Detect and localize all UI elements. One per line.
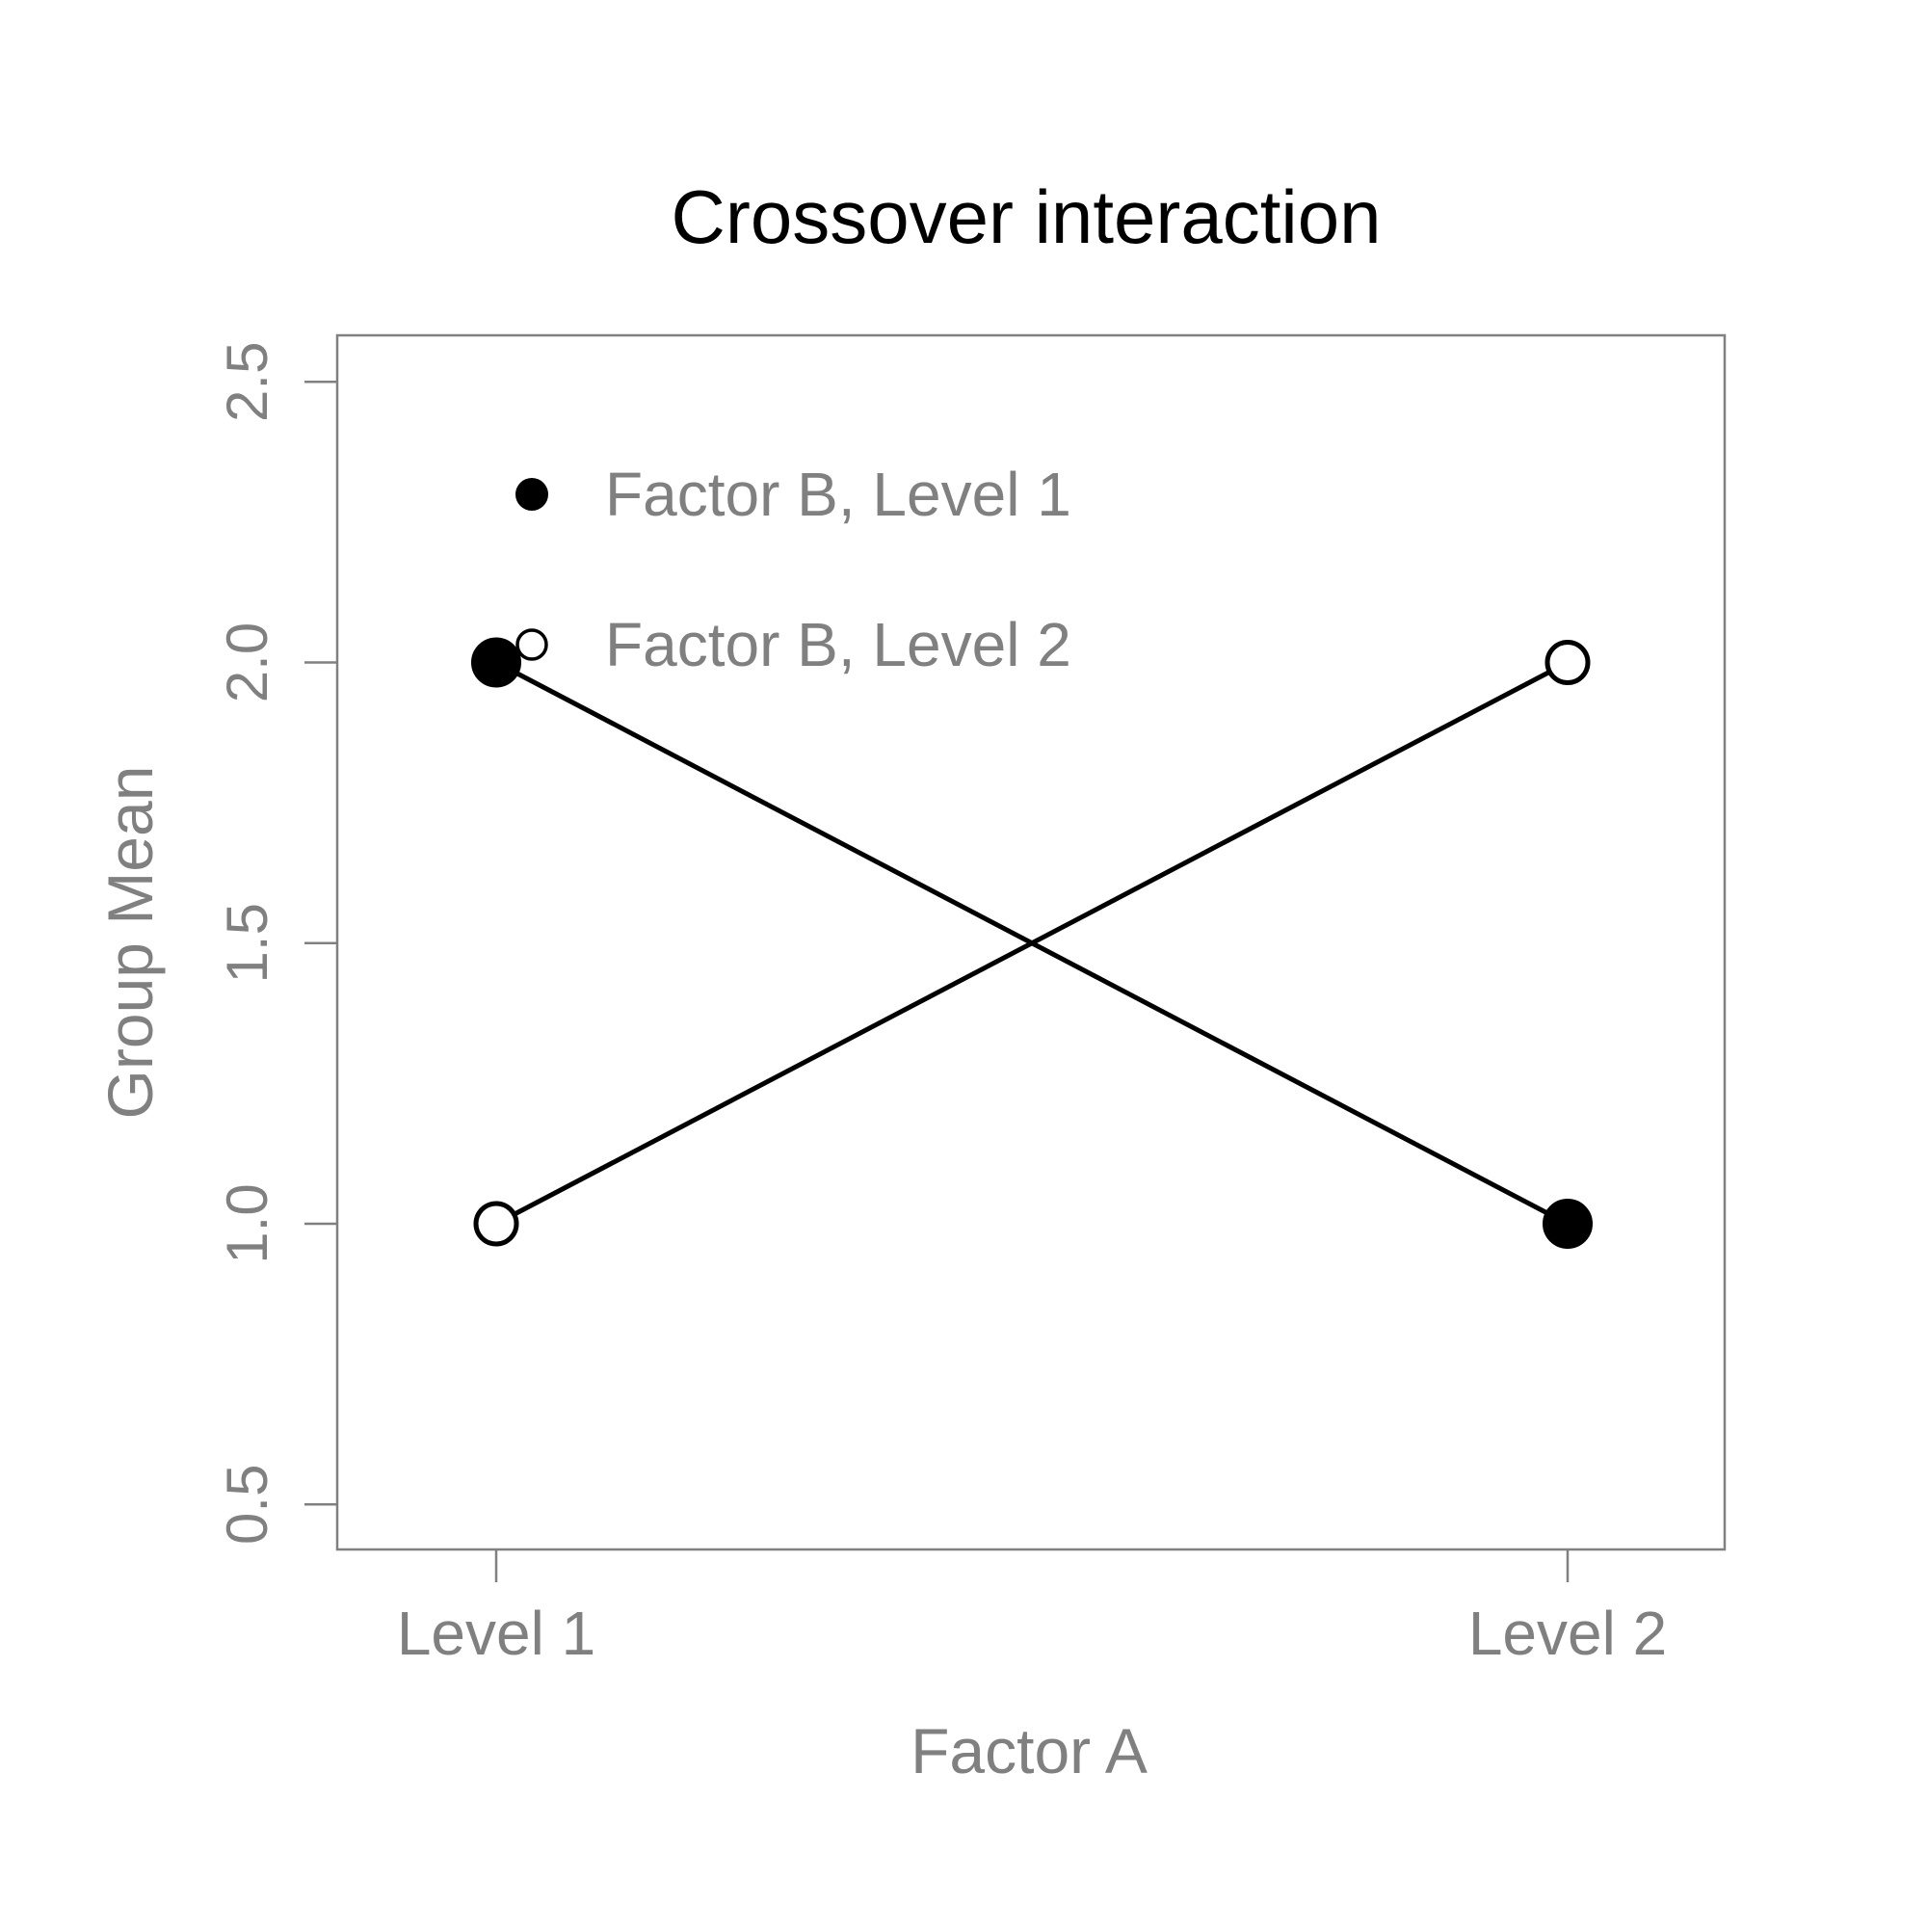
- y-axis: 0.5 1.0 1.5 2.0 2.5: [215, 342, 337, 1545]
- x-axis: Level 1 Level 2: [397, 1549, 1667, 1668]
- y-tick-label: 1.0: [215, 1183, 279, 1263]
- legend-marker-open: [515, 628, 548, 661]
- y-tick-label: 2.0: [215, 622, 279, 702]
- legend-label: Factor B, Level 2: [605, 610, 1071, 679]
- y-axis-label: Group Mean: [94, 766, 166, 1120]
- x-tick-label: Level 2: [1468, 1599, 1667, 1668]
- series-line-2: [494, 660, 1570, 1227]
- data-point-open: [473, 1201, 519, 1247]
- y-tick-label: 0.5: [215, 1465, 279, 1545]
- legend: Factor B, Level 1 Factor B, Level 2: [515, 460, 1071, 679]
- data-point-filled: [1543, 1199, 1593, 1249]
- data-point-filled: [471, 637, 521, 688]
- y-tick-label: 2.5: [215, 342, 279, 422]
- x-tick-label: Level 1: [397, 1599, 595, 1668]
- legend-marker-filled: [515, 478, 548, 511]
- series-points: [471, 637, 1593, 1249]
- series-lines: [494, 660, 1570, 1227]
- x-axis-label: Factor A: [911, 1715, 1148, 1786]
- legend-label: Factor B, Level 1: [605, 460, 1071, 529]
- data-point-open: [1544, 640, 1591, 685]
- y-tick-label: 1.5: [215, 903, 279, 983]
- chart-title: Crossover interaction: [672, 174, 1382, 259]
